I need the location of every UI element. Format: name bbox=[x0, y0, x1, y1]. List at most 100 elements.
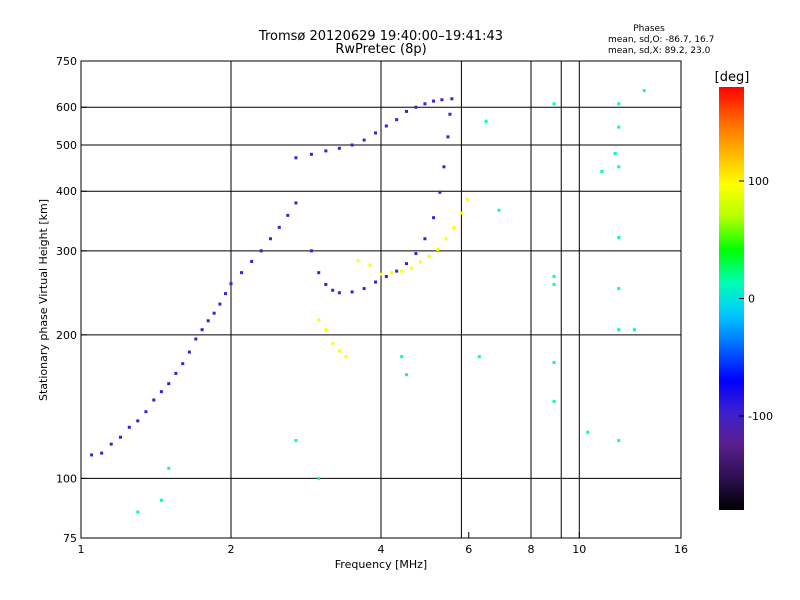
echo-point bbox=[100, 451, 104, 455]
echo-point bbox=[400, 355, 404, 359]
echo-point bbox=[617, 125, 621, 129]
echo-point bbox=[159, 390, 163, 394]
y-axis-label: Stationary phase Virtual Height [km] bbox=[37, 199, 50, 401]
x-tick-label: 2 bbox=[228, 543, 235, 556]
stats-x-mode: mean, sd,X: 89.2, 23.0 bbox=[608, 46, 711, 56]
echo-point bbox=[206, 319, 210, 323]
echo-point bbox=[418, 260, 422, 264]
echo-point bbox=[395, 269, 399, 273]
echo-point bbox=[440, 98, 444, 102]
colorbar-ticks: 100 0 -100 bbox=[739, 175, 773, 423]
echo-point bbox=[167, 382, 171, 386]
x-tick-label: 16 bbox=[674, 543, 688, 556]
echo-point bbox=[442, 165, 446, 169]
y-tick-label: 75 bbox=[63, 532, 77, 545]
echo-point bbox=[294, 156, 298, 160]
x-tick-label: 10 bbox=[572, 543, 586, 556]
echo-point bbox=[174, 371, 178, 375]
echo-point bbox=[109, 442, 113, 446]
echo-point bbox=[167, 466, 171, 470]
echo-point bbox=[390, 271, 394, 275]
y-tick-label: 400 bbox=[56, 185, 77, 198]
echo-point bbox=[617, 328, 621, 332]
echo-point bbox=[368, 263, 372, 267]
data-points bbox=[90, 89, 646, 514]
echo-point bbox=[317, 271, 321, 275]
x-axis-ticks: 1 2 4 6 8 10 16 bbox=[78, 532, 688, 556]
chart-title: Tromsø 20120629 19:40:00–19:41:43 bbox=[258, 29, 503, 44]
echo-point bbox=[384, 275, 388, 279]
echo-point bbox=[294, 439, 298, 443]
y-tick-label: 100 bbox=[56, 472, 77, 485]
echo-point bbox=[409, 266, 413, 270]
echo-point bbox=[497, 208, 501, 212]
echo-point bbox=[331, 288, 335, 292]
echo-point bbox=[374, 131, 378, 135]
echo-point bbox=[404, 262, 408, 266]
echo-point bbox=[229, 282, 233, 286]
echo-point bbox=[432, 99, 436, 103]
echo-point bbox=[552, 102, 556, 106]
echo-point bbox=[337, 291, 341, 295]
echo-point bbox=[309, 249, 313, 253]
echo-point bbox=[432, 216, 436, 220]
echo-point bbox=[344, 355, 348, 359]
echo-point bbox=[552, 399, 556, 403]
echo-point bbox=[294, 201, 298, 205]
echo-point bbox=[414, 105, 418, 109]
echo-point bbox=[159, 498, 163, 502]
echo-point bbox=[438, 190, 442, 194]
echo-point bbox=[350, 290, 354, 294]
echo-point bbox=[309, 152, 313, 156]
echo-point bbox=[459, 211, 463, 215]
echo-point bbox=[331, 341, 335, 345]
x-tick-label: 8 bbox=[528, 543, 535, 556]
x-axis-label: Frequency [MHz] bbox=[335, 558, 427, 571]
echo-point bbox=[362, 138, 366, 142]
y-axis-ticks: 75 100 200 300 400 500 600 750 bbox=[56, 55, 87, 545]
echo-point bbox=[136, 419, 140, 423]
stats-o-mode: mean, sd,O: -86.7, 16.7 bbox=[608, 35, 714, 45]
echo-point bbox=[324, 149, 328, 153]
stats-title: Phases bbox=[633, 24, 665, 34]
echo-point bbox=[423, 102, 427, 106]
echo-point bbox=[465, 197, 469, 201]
echo-point bbox=[477, 355, 481, 359]
echo-point bbox=[617, 439, 621, 443]
echo-point bbox=[127, 425, 131, 429]
echo-point bbox=[423, 237, 427, 241]
echo-point bbox=[400, 269, 404, 273]
y-tick-label: 600 bbox=[56, 101, 77, 114]
echo-point bbox=[317, 476, 321, 480]
echo-point bbox=[613, 151, 617, 155]
echo-point bbox=[632, 328, 636, 332]
echo-point bbox=[286, 213, 290, 217]
echo-point bbox=[448, 112, 452, 116]
echo-point bbox=[436, 247, 440, 251]
echo-point bbox=[446, 135, 450, 139]
echo-point bbox=[427, 254, 431, 258]
echo-point bbox=[356, 259, 360, 263]
x-tick-label: 1 bbox=[78, 543, 85, 556]
echo-point bbox=[552, 275, 556, 279]
echo-point bbox=[240, 271, 244, 275]
colorbar-tick-label: 0 bbox=[748, 293, 755, 306]
echo-point bbox=[444, 237, 448, 241]
echo-point bbox=[642, 89, 646, 93]
echo-point bbox=[337, 146, 341, 150]
echo-point bbox=[200, 328, 204, 332]
echo-point bbox=[144, 410, 148, 414]
grid bbox=[81, 61, 681, 538]
y-tick-label: 200 bbox=[56, 329, 77, 342]
echo-point bbox=[187, 350, 191, 354]
echo-point bbox=[414, 252, 418, 256]
echo-point bbox=[136, 510, 140, 514]
echo-point bbox=[350, 143, 354, 147]
echo-point bbox=[118, 435, 122, 439]
echo-point bbox=[395, 118, 399, 122]
echo-point bbox=[452, 225, 456, 229]
echo-point bbox=[317, 318, 321, 322]
colorbar-label: [deg] bbox=[715, 70, 750, 85]
echo-point bbox=[384, 124, 388, 128]
